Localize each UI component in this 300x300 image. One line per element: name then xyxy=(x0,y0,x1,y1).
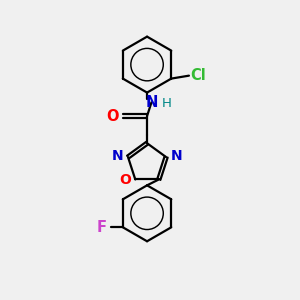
Text: N: N xyxy=(112,149,124,164)
Text: N: N xyxy=(145,95,158,110)
Text: H: H xyxy=(162,97,172,110)
Text: O: O xyxy=(106,109,119,124)
Text: N: N xyxy=(170,149,182,164)
Text: Cl: Cl xyxy=(190,68,206,83)
Text: F: F xyxy=(97,220,106,235)
Text: O: O xyxy=(119,173,131,187)
